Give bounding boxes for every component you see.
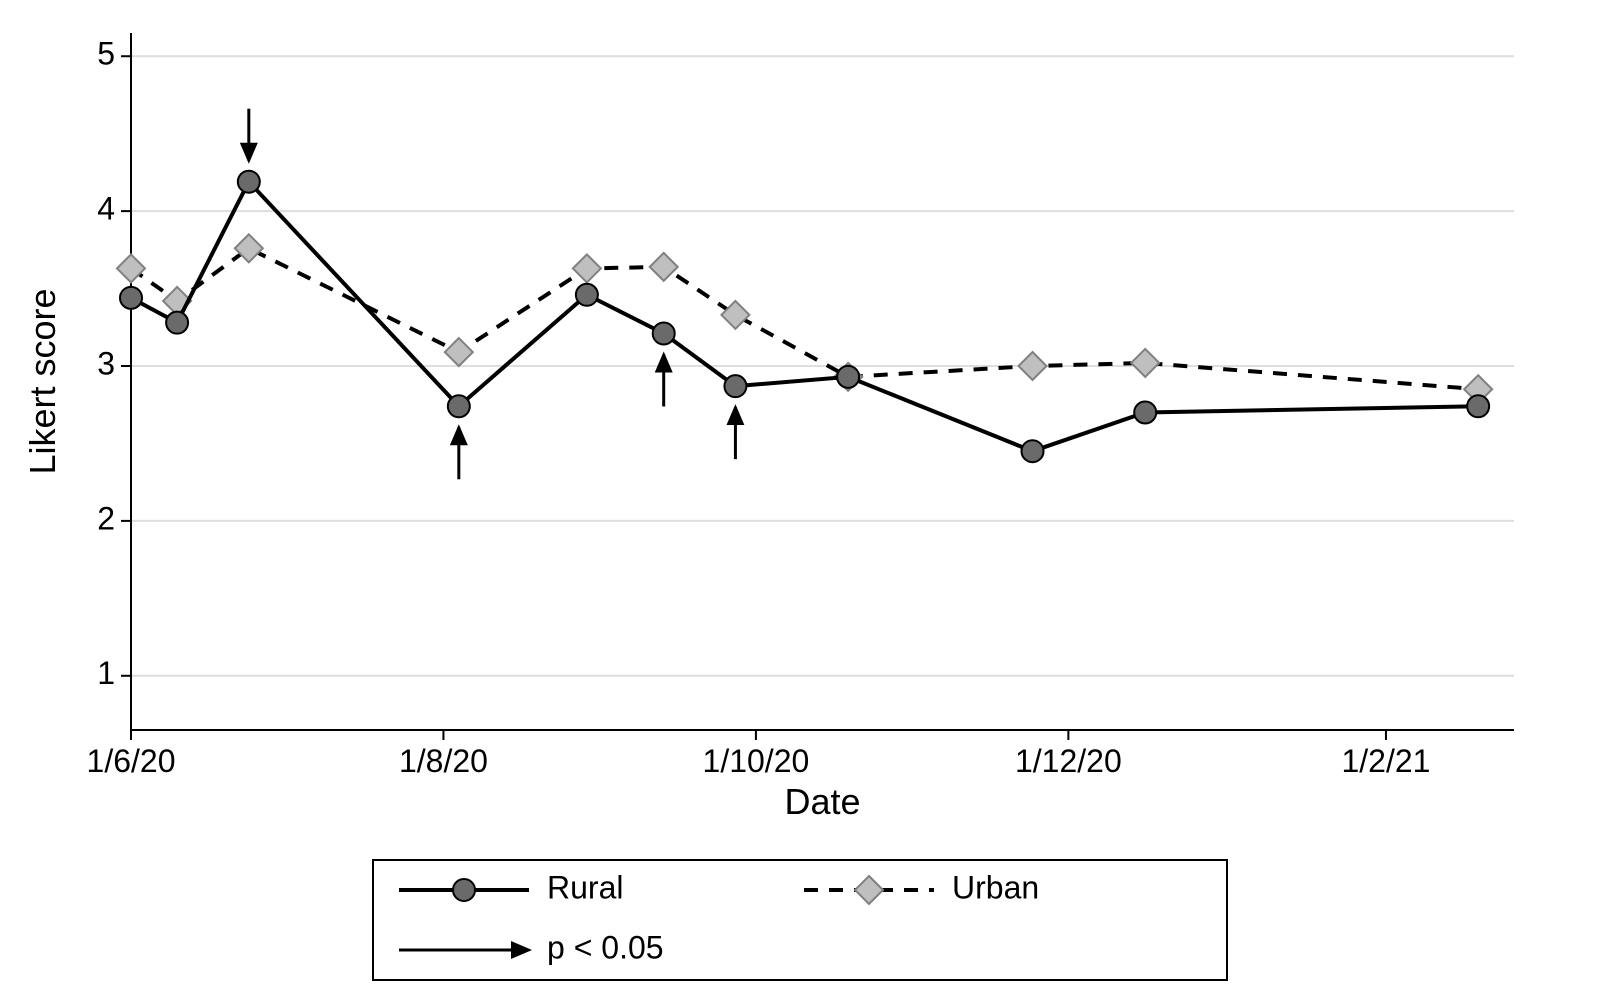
legend-marker-rural (453, 879, 475, 901)
marker-rural (1134, 401, 1156, 423)
marker-rural (653, 322, 675, 344)
y-tick-label: 1 (97, 655, 115, 691)
marker-rural (837, 366, 859, 388)
marker-rural (1467, 395, 1489, 417)
x-tick-label: 1/12/20 (1015, 743, 1122, 779)
y-axis-label: Likert score (22, 288, 63, 474)
marker-rural (448, 395, 470, 417)
marker-rural (724, 375, 746, 397)
x-tick-label: 1/2/21 (1341, 743, 1430, 779)
y-tick-label: 2 (97, 500, 115, 536)
x-tick-label: 1/6/20 (87, 743, 176, 779)
marker-rural (120, 287, 142, 309)
y-tick-label: 5 (97, 36, 115, 72)
marker-rural (576, 284, 598, 306)
y-tick-label: 4 (97, 191, 115, 227)
y-tick-label: 3 (97, 345, 115, 381)
legend-label-urban: Urban (952, 869, 1039, 905)
legend-label-rural: Rural (547, 869, 623, 905)
marker-rural (238, 171, 260, 193)
marker-rural (1022, 440, 1044, 462)
marker-rural (166, 312, 188, 334)
line-chart: 1 2 3 4 5 1/6/20 1/8/20 1/10/20 1/12/20 1/2/21 Dat… (0, 0, 1600, 999)
x-axis-label: Date (784, 781, 860, 822)
chart-container: 1 2 3 4 5 1/6/20 1/8/20 1/10/20 1/12/20 1/2/21 Dat… (0, 0, 1600, 999)
legend-box (373, 860, 1227, 980)
x-tick-label: 1/10/20 (703, 743, 810, 779)
legend-label-pvalue: p < 0.05 (547, 929, 664, 965)
x-tick-label: 1/8/20 (399, 743, 488, 779)
